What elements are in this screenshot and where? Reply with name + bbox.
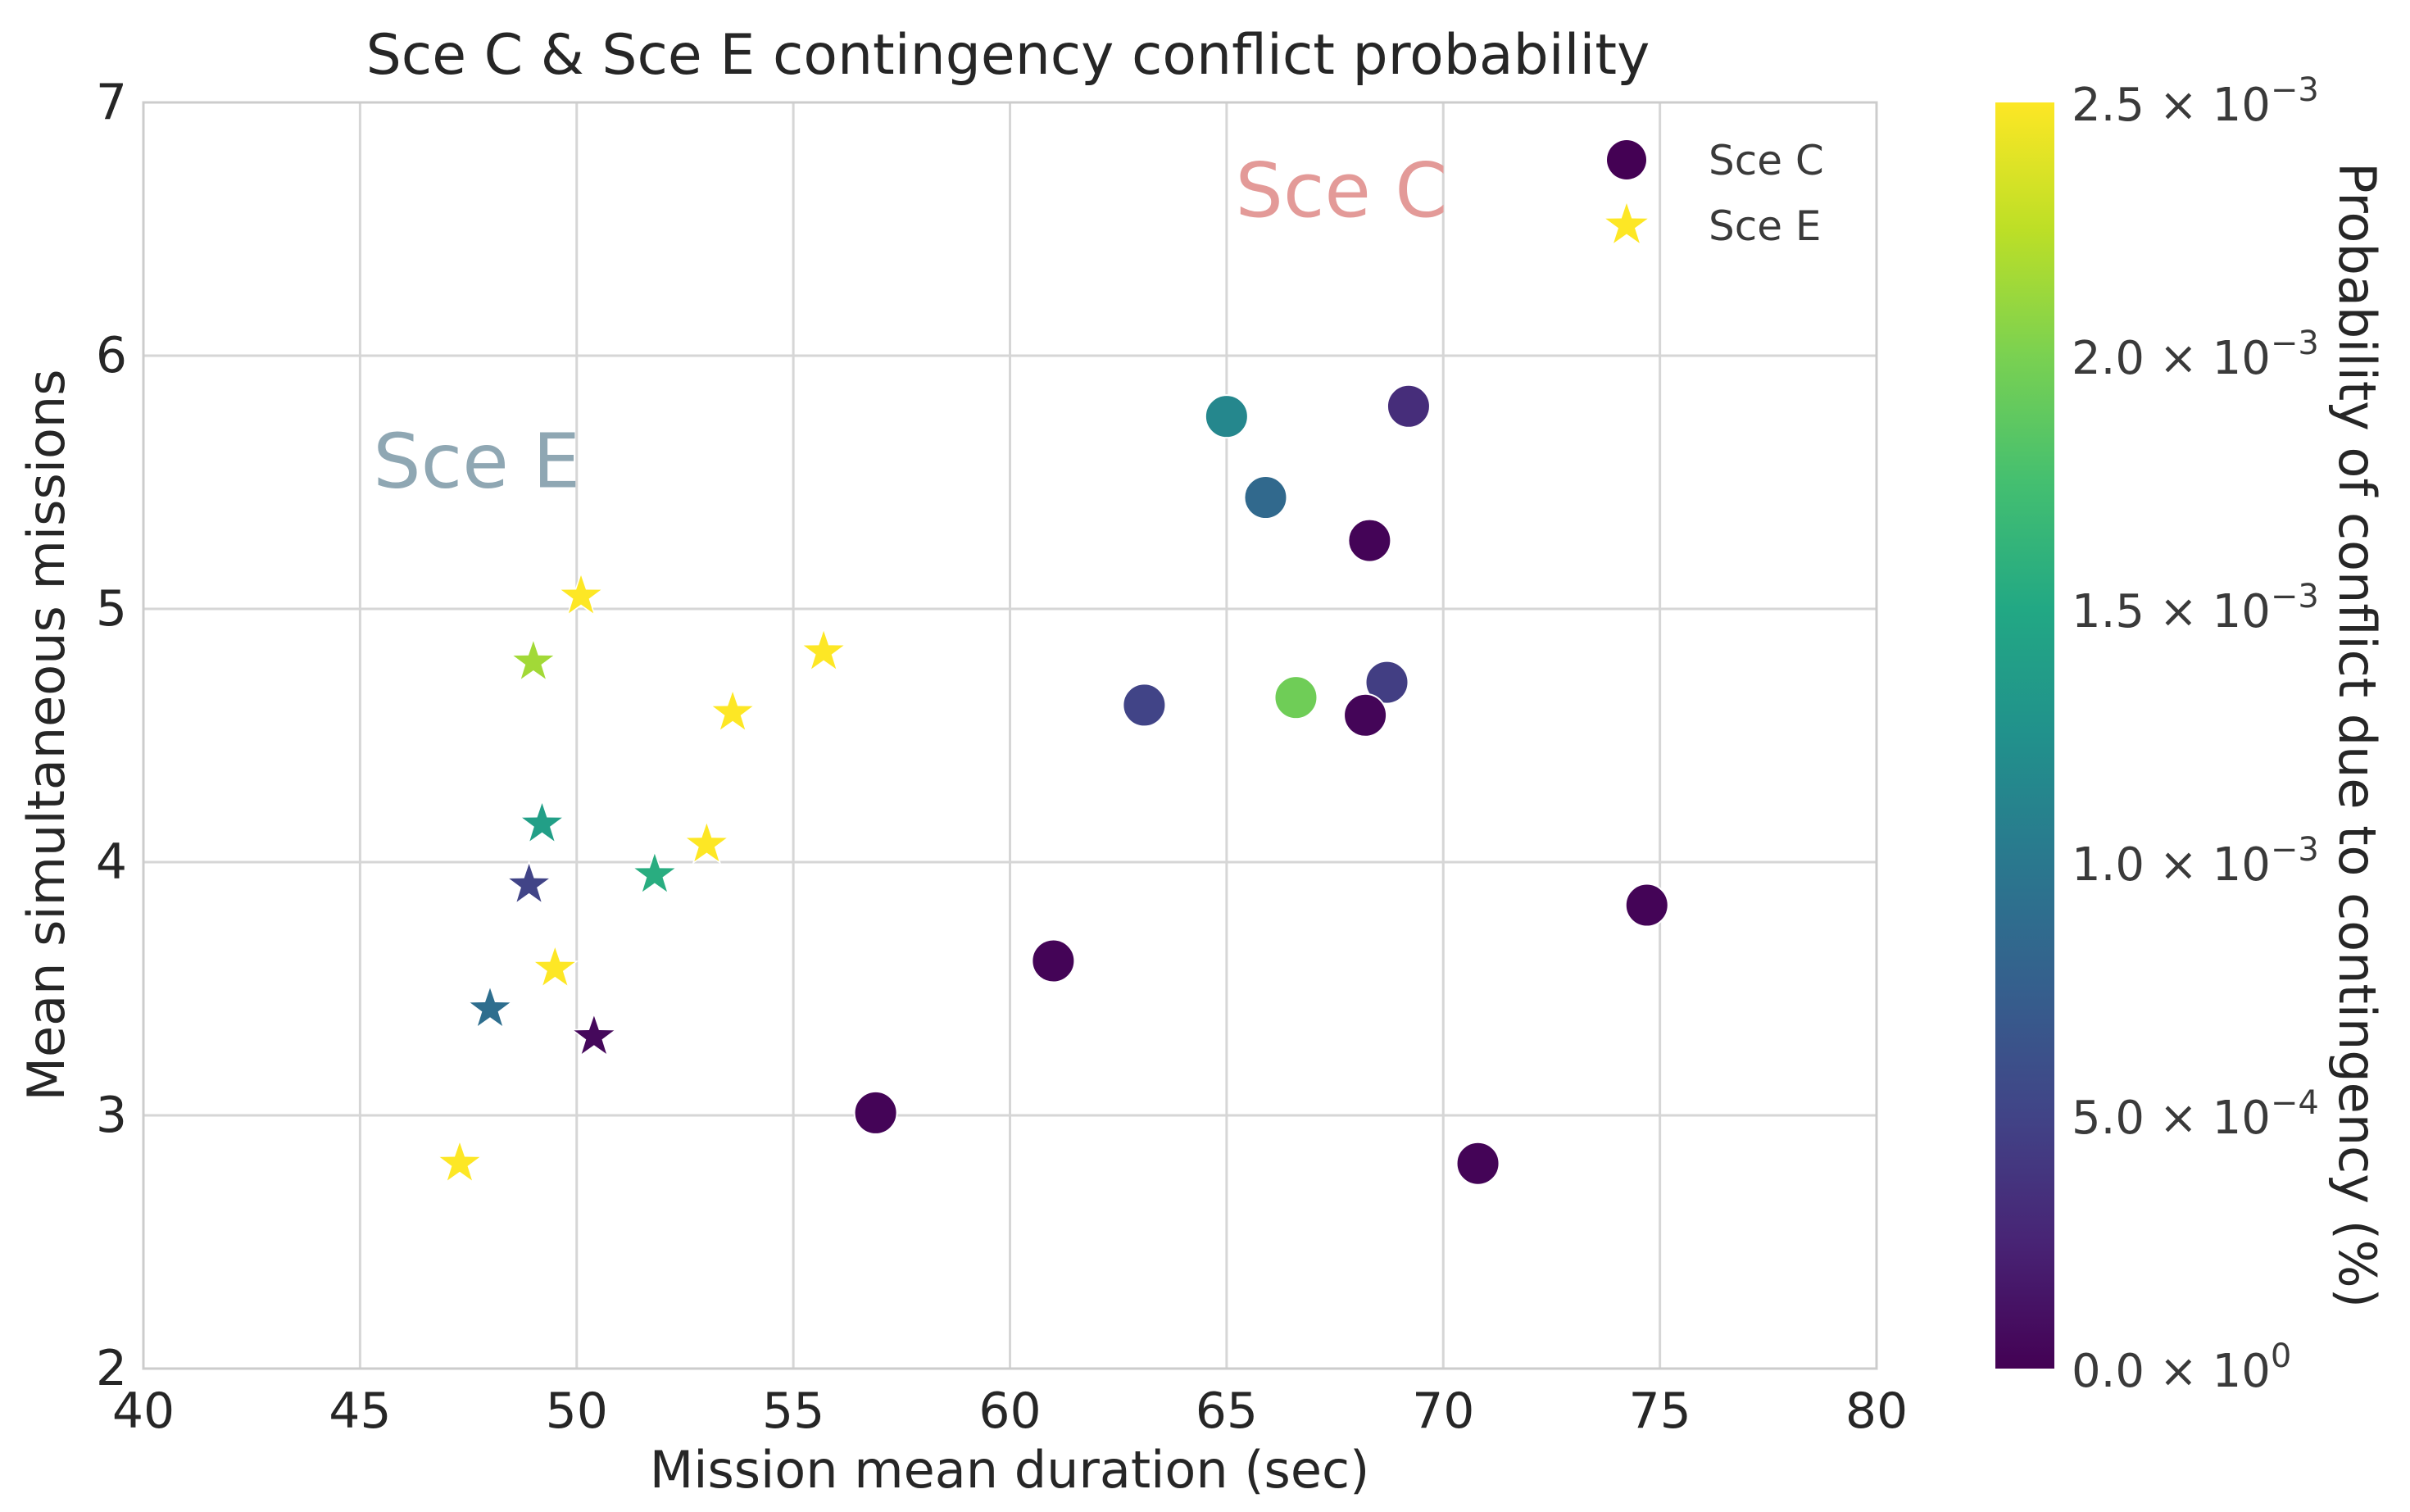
annotations: Sce C Sce E xyxy=(373,147,1447,506)
legend-label: Sce E xyxy=(1709,202,1821,250)
colorbar-label: Probability of conflict due to contingen… xyxy=(2327,162,2387,1308)
colorbar-tick-label: 2.0 × 10−3 xyxy=(2072,325,2319,385)
legend: Sce C Sce E xyxy=(1605,137,1824,250)
sce-c-point xyxy=(1364,660,1409,705)
plot-area-frame xyxy=(142,101,1878,1370)
x-tick-label: 60 xyxy=(978,1383,1041,1440)
y-tick-label: 7 xyxy=(96,74,127,131)
legend-label: Sce C xyxy=(1709,137,1824,184)
x-tick-label: 70 xyxy=(1412,1383,1474,1440)
x-tick-label: 80 xyxy=(1845,1383,1908,1440)
sce-c-point xyxy=(1273,675,1318,720)
x-tick-label: 75 xyxy=(1628,1383,1691,1440)
sce-e-point xyxy=(466,983,514,1029)
sce-c-point xyxy=(1455,1141,1500,1186)
data-points xyxy=(436,384,1669,1186)
x-tick-label: 45 xyxy=(329,1383,391,1440)
sce-e-point xyxy=(709,688,756,733)
y-tick-label: 5 xyxy=(96,580,127,638)
annotation-label: Sce E xyxy=(373,418,580,506)
x-tick-label: 50 xyxy=(546,1383,608,1440)
colorbar-tick-label: 2.5 × 10−3 xyxy=(2072,71,2319,132)
y-tick-label: 2 xyxy=(96,1340,127,1397)
colorbar-tick-label: 5.0 × 10−4 xyxy=(2072,1084,2319,1145)
x-tick-label: 65 xyxy=(1196,1383,1258,1440)
annotation-label: Sce C xyxy=(1235,147,1447,234)
colorbar-gradient xyxy=(1995,102,2054,1369)
y-tick-label: 6 xyxy=(96,327,127,384)
grid xyxy=(142,101,1878,1370)
legend-marker-sce-c xyxy=(1607,140,1646,179)
colorbar: 0.0 × 100 5.0 × 10−4 1.0 × 10−3 1.5 × 10−3 2… xyxy=(1995,71,2387,1398)
y-axis-ticks: 2 3 4 5 6 7 xyxy=(96,74,127,1397)
colorbar-tick-label: 0.0 × 100 xyxy=(2072,1337,2291,1398)
x-axis-label: Mission mean duration (sec) xyxy=(650,1440,1370,1500)
sce-e-point xyxy=(509,637,557,683)
x-tick-label: 40 xyxy=(112,1383,175,1440)
x-tick-label: 55 xyxy=(762,1383,824,1440)
sce-c-point xyxy=(1031,938,1076,983)
colorbar-tick-label: 1.5 × 10−3 xyxy=(2072,578,2319,638)
sce-e-point xyxy=(505,860,553,906)
colorbar-tick-label: 1.0 × 10−3 xyxy=(2072,831,2319,892)
sce-e-point xyxy=(436,1138,483,1184)
sce-c-point xyxy=(1204,394,1249,439)
sce-e-point xyxy=(570,1011,618,1057)
sce-c-point xyxy=(1243,475,1288,520)
sce-e-point xyxy=(631,850,679,896)
sce-c-point xyxy=(1624,883,1669,928)
sce-e-point xyxy=(557,571,605,617)
sce-c-point xyxy=(1122,683,1167,728)
sce-c-point xyxy=(1386,384,1431,429)
sce-e-point xyxy=(531,943,579,989)
sce-e-point xyxy=(518,799,566,845)
y-axis-label: Mean simultaneous missions xyxy=(16,369,76,1101)
y-tick-label: 3 xyxy=(96,1087,127,1144)
chart-title: Sce C & Sce E contingency conflict proba… xyxy=(366,23,1650,88)
sce-e-point xyxy=(683,820,731,865)
sce-c-point xyxy=(1343,692,1388,738)
x-axis-ticks: 40 45 50 55 60 65 70 75 80 xyxy=(112,1383,1908,1440)
sce-e-point xyxy=(800,627,848,673)
sce-c-point xyxy=(1347,518,1392,563)
y-tick-label: 4 xyxy=(96,833,127,891)
sce-c-point xyxy=(853,1090,898,1135)
legend-marker-sce-e xyxy=(1605,203,1648,243)
